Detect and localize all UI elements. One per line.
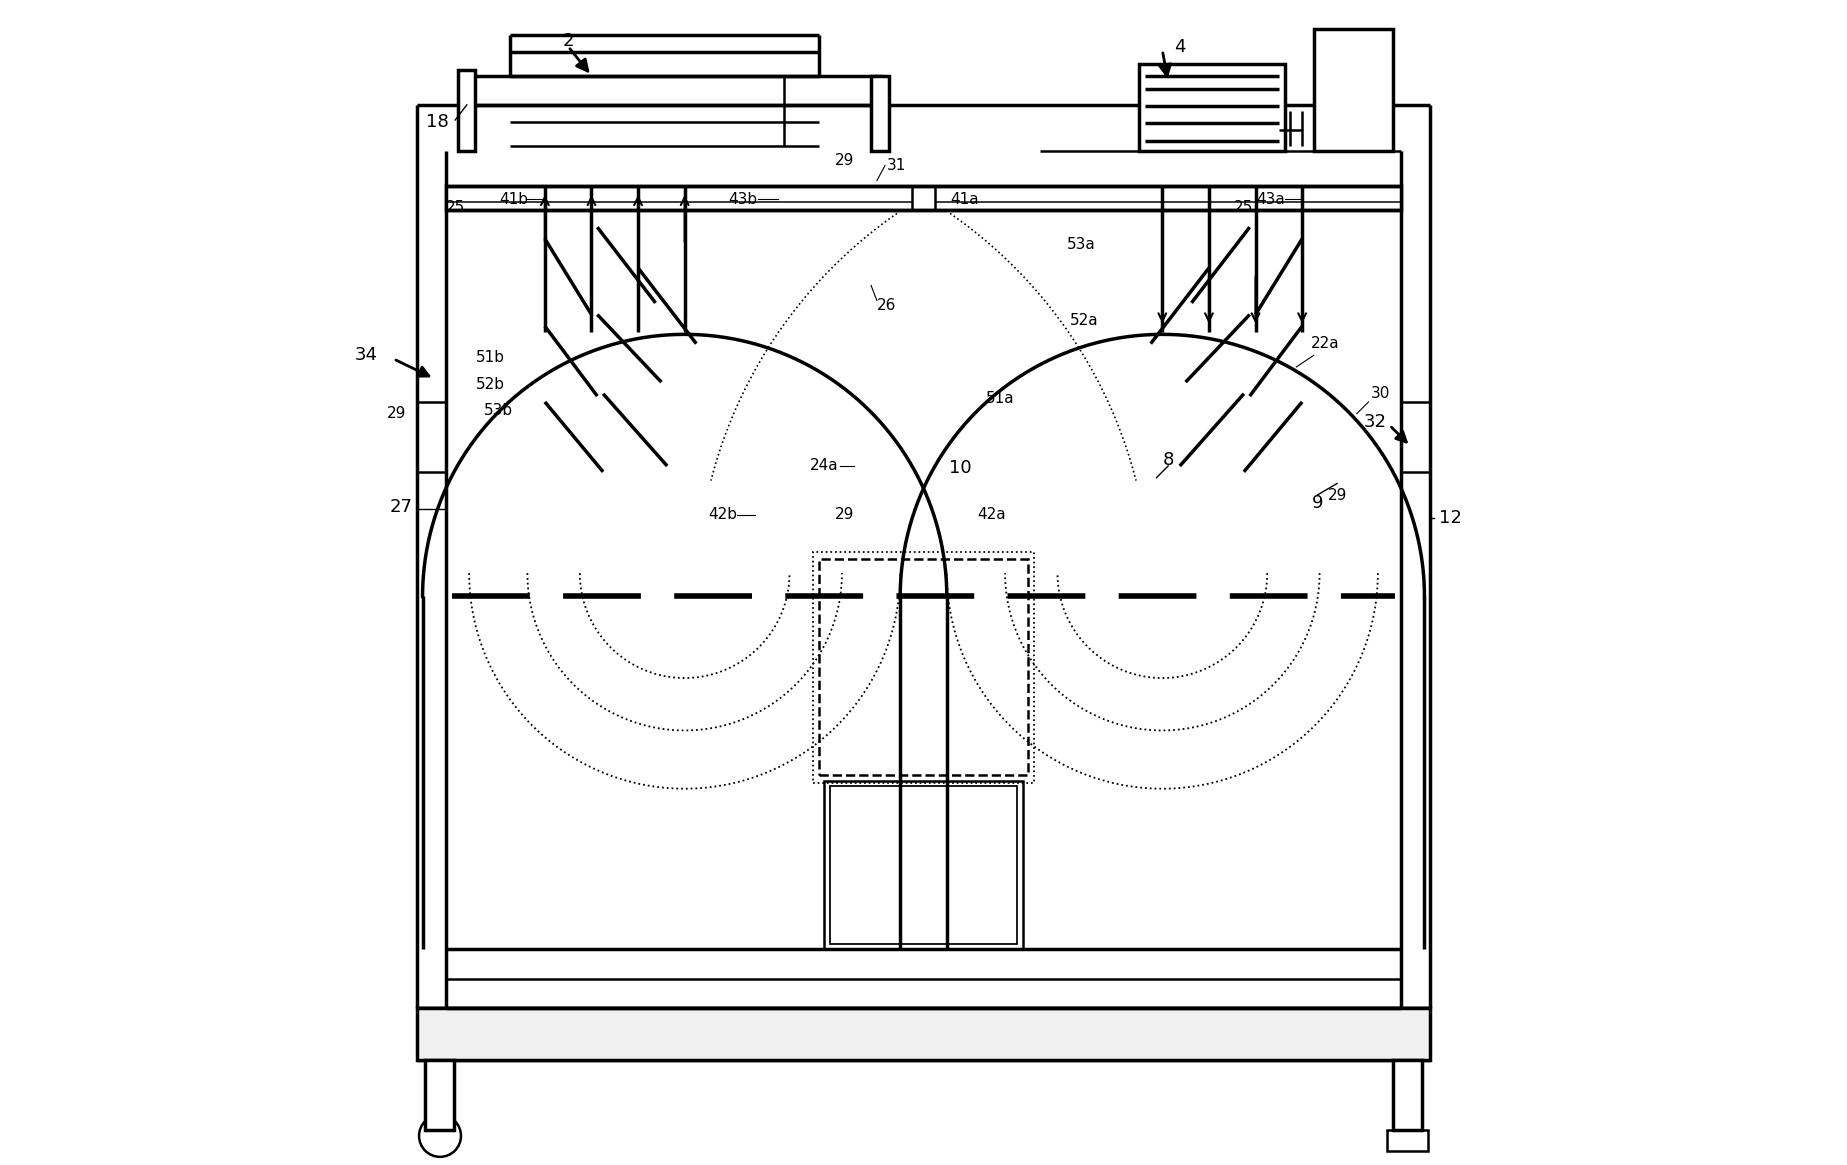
Bar: [458, 70, 475, 151]
Text: 4: 4: [1175, 37, 1186, 56]
Text: 52b: 52b: [477, 377, 504, 391]
Bar: [1393, 1060, 1422, 1130]
Bar: [417, 1008, 1430, 1060]
Bar: [1402, 402, 1430, 472]
Text: 41a: 41a: [949, 192, 979, 206]
Text: 25: 25: [1234, 200, 1254, 214]
Text: 51a: 51a: [986, 391, 1014, 405]
Text: 32: 32: [1365, 412, 1387, 431]
Text: 29: 29: [835, 154, 853, 168]
Text: 52a: 52a: [1069, 313, 1099, 327]
Bar: [1140, 64, 1286, 151]
Text: 29: 29: [1328, 488, 1346, 502]
Text: 31: 31: [887, 158, 907, 172]
Text: 18: 18: [427, 113, 449, 132]
Text: 30: 30: [1370, 387, 1391, 401]
Bar: [1387, 1130, 1428, 1151]
Text: 29: 29: [835, 508, 853, 522]
Bar: [425, 1060, 454, 1130]
Text: 43b: 43b: [728, 192, 757, 206]
Text: 2: 2: [563, 31, 574, 50]
Text: 53b: 53b: [484, 403, 513, 417]
Text: 53a: 53a: [1066, 238, 1095, 252]
Text: 12: 12: [1439, 509, 1461, 528]
Text: 27: 27: [390, 497, 414, 516]
Text: 25: 25: [445, 200, 465, 214]
Bar: [818, 559, 1029, 775]
Text: 26: 26: [877, 298, 896, 312]
Bar: [417, 402, 445, 472]
Bar: [872, 76, 888, 151]
Bar: [1313, 29, 1393, 151]
Text: 43a: 43a: [1256, 192, 1286, 206]
Bar: [445, 186, 1402, 210]
Text: 10: 10: [949, 459, 972, 478]
Text: 22a: 22a: [1311, 337, 1339, 351]
Text: 9: 9: [1311, 494, 1322, 513]
Bar: [813, 552, 1034, 783]
Text: 34: 34: [355, 346, 379, 365]
Text: 51b: 51b: [477, 351, 504, 365]
Bar: [824, 781, 1023, 949]
Text: 24a: 24a: [811, 459, 839, 473]
Text: 42b: 42b: [709, 508, 737, 522]
Text: 8: 8: [1162, 451, 1175, 469]
Text: 29: 29: [388, 407, 406, 421]
Bar: [831, 786, 1016, 944]
Text: 42a: 42a: [977, 508, 1005, 522]
Text: 41b: 41b: [499, 192, 528, 206]
